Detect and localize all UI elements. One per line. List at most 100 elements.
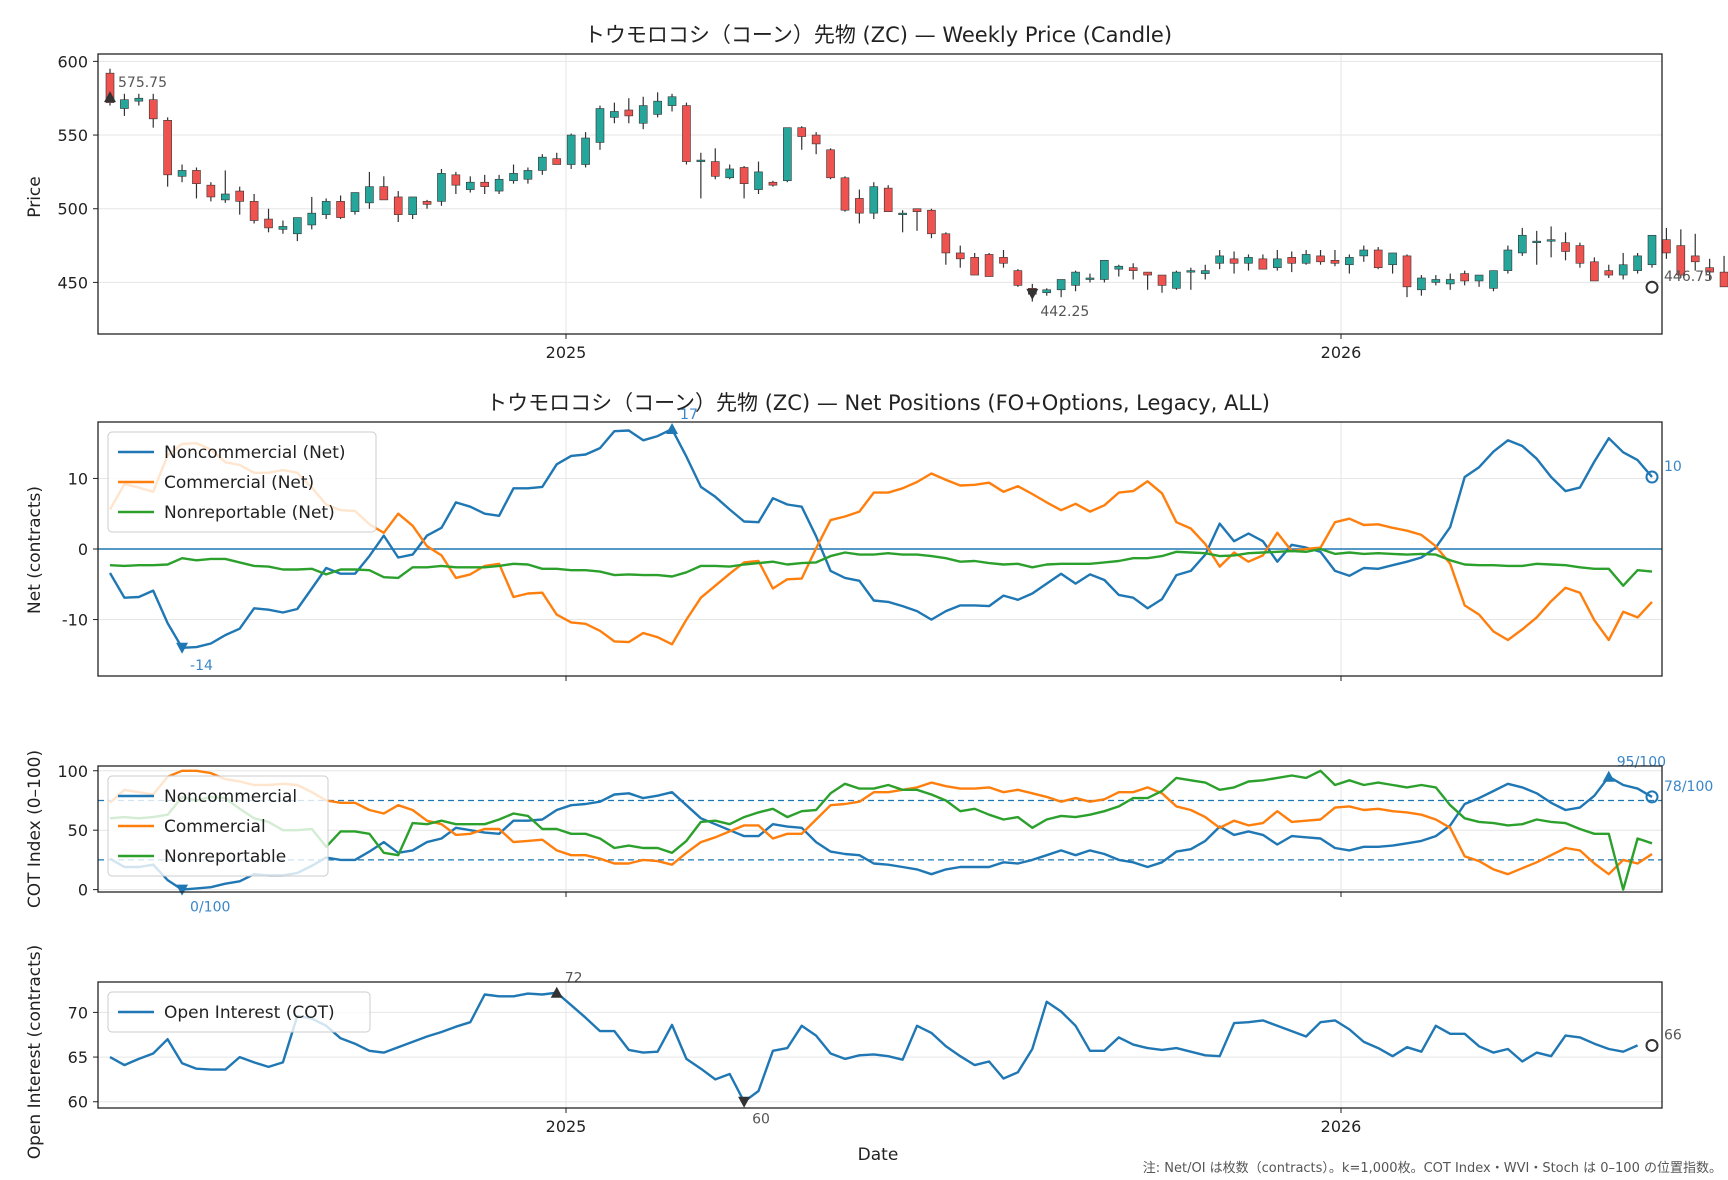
candle-body [1676, 245, 1686, 276]
min-marker [176, 642, 189, 654]
price-y-axis-label: Price [25, 176, 45, 217]
candle-body [408, 196, 417, 215]
candle-body [1056, 279, 1066, 291]
last-marker [1645, 470, 1659, 484]
price-chart-title: トウモロコシ（コーン）先物 (ZC) — Weekly Price (Candl… [584, 23, 1172, 47]
candle-body [1517, 234, 1527, 254]
candle-body [984, 254, 994, 277]
y-tick-label: 600 [57, 52, 88, 71]
candle-body [538, 156, 547, 171]
candle-body [163, 120, 172, 176]
y-tick-label: 50 [68, 821, 88, 840]
min-marker [738, 1096, 751, 1108]
candle-body [1128, 267, 1138, 271]
candle-body [855, 198, 864, 214]
x-tick-label: 2026 [1321, 1117, 1362, 1136]
candle-body [1590, 261, 1599, 282]
candle-body [365, 186, 374, 204]
series-line-1 [109, 769, 1653, 876]
candle-body [595, 108, 605, 143]
candle-body [811, 134, 821, 145]
candle-body [1345, 257, 1354, 266]
candle-body [754, 171, 763, 190]
candle-body [999, 257, 1008, 264]
annotation-label: 442.25 [1040, 304, 1089, 320]
candle-body [1373, 249, 1383, 268]
annotation-label: 95/100 [1617, 755, 1666, 771]
max-marker [550, 986, 563, 998]
y-tick-label: 0 [78, 540, 88, 559]
legend-box [107, 431, 377, 533]
candle-body [1287, 257, 1297, 264]
candle-body [1690, 255, 1700, 263]
candle-body [177, 170, 187, 177]
legend-entry: Open Interest (COT) [164, 1003, 335, 1023]
x-axis-label: Date [858, 1145, 899, 1165]
candle-body [437, 173, 446, 202]
candle-body [1157, 274, 1167, 286]
series-line-0 [108, 427, 1653, 649]
candle-body [1561, 242, 1570, 252]
y-tick-label: 60 [68, 1093, 88, 1112]
candle-body [321, 201, 331, 215]
annotation-label: 72 [565, 971, 583, 987]
candle-body [1647, 234, 1657, 266]
last-marker [1645, 280, 1659, 294]
candle-body [1359, 249, 1369, 257]
candle-body [1114, 265, 1124, 270]
last-marker [1645, 1038, 1659, 1052]
candle-body [1215, 255, 1224, 264]
candle-body [1604, 270, 1614, 276]
candle-body [1258, 258, 1268, 270]
legend-box [107, 991, 371, 1033]
candle-body [883, 187, 893, 212]
candle-body [1042, 289, 1052, 294]
candle-body [220, 193, 230, 201]
candle-body [1244, 257, 1253, 264]
candle-body [350, 192, 360, 212]
plot-frame [97, 53, 1663, 335]
plot-frame [97, 765, 1663, 893]
annotation-label: 60 [752, 1112, 770, 1128]
candle-body [1085, 277, 1095, 280]
candle-body [667, 96, 677, 106]
candle-body [1503, 249, 1513, 271]
candle-body [869, 186, 879, 214]
candle-body [941, 233, 951, 254]
candle-body [120, 99, 129, 109]
open-interest-panel: Open Interest (contracts) Date 60 65 70 202… [25, 945, 1682, 1165]
plot-frame [97, 421, 1663, 677]
candle-body [927, 209, 936, 235]
candle-body [1273, 258, 1282, 268]
candle-body [336, 201, 345, 218]
candle-body [1316, 255, 1325, 263]
candle-body [494, 178, 504, 192]
y-tick-label: 0 [78, 881, 88, 900]
candle-body [264, 218, 273, 229]
candle-body [768, 181, 778, 186]
y-tick-label: 10 [68, 469, 88, 488]
candle-body [249, 201, 259, 221]
candle-body [379, 186, 389, 201]
candle-body [192, 170, 201, 184]
candle-body [1330, 260, 1340, 264]
candle-body [797, 127, 807, 137]
candle-body [1186, 270, 1196, 273]
candle-body [1388, 252, 1397, 266]
candle-body [1460, 273, 1469, 282]
candle-body [1071, 271, 1080, 286]
candle-body [105, 72, 115, 103]
plot-frame [97, 981, 1663, 1109]
candle-body [826, 149, 835, 179]
annotation-label: 78/100 [1664, 779, 1713, 795]
candle-body [970, 257, 979, 276]
candle-body [898, 212, 907, 215]
candle-body [682, 105, 691, 162]
candle-body [1546, 239, 1556, 242]
legend-entry: Noncommercial [164, 787, 297, 807]
candle-body [509, 173, 518, 182]
candle-body [1705, 267, 1714, 273]
candle-body [653, 100, 662, 115]
candle-body [912, 208, 922, 212]
